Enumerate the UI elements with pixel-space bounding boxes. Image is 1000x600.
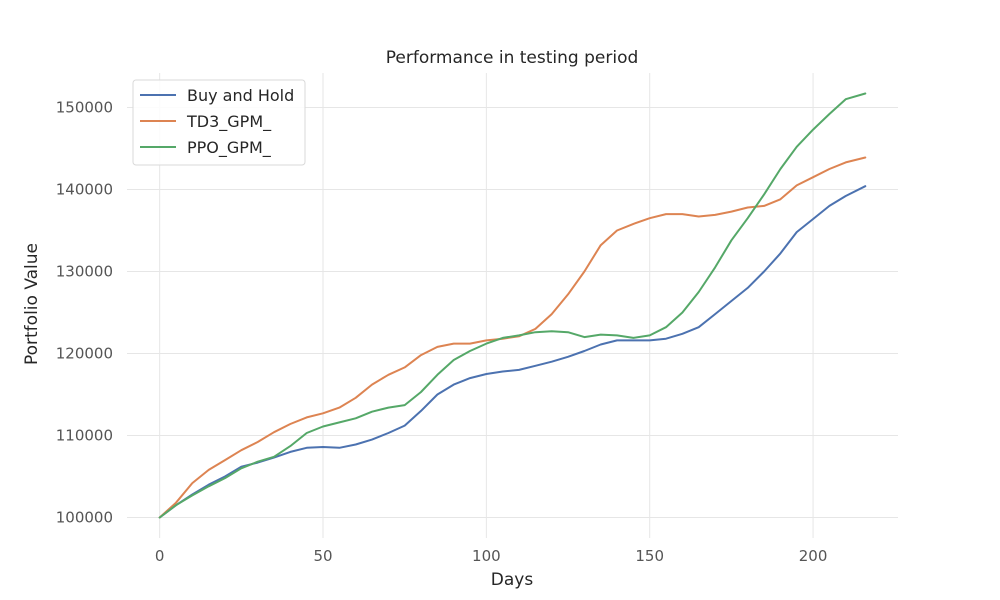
series-line-td3-gpm	[158, 156, 867, 519]
series-line-ppo-gpm	[158, 92, 867, 519]
x-tick-label: 200	[799, 547, 828, 565]
legend-label-td3-gpm: TD3_GPM_	[186, 112, 272, 132]
y-tick-label: 100000	[56, 508, 113, 526]
legend-box	[132, 79, 306, 166]
legend-label-buy-and-hold: Buy and Hold	[187, 86, 294, 105]
x-axis-label: Days	[491, 570, 534, 590]
x-tick-label: 50	[313, 547, 332, 565]
chart-title: Performance in testing period	[386, 48, 639, 68]
x-axis-ticks: 0 50 100 150 200	[155, 547, 827, 565]
y-axis-label: Portfolio Value	[22, 243, 42, 365]
series-lines	[158, 92, 867, 519]
legend: Buy and Hold TD3_GPM_ PPO_GPM_	[132, 79, 306, 166]
y-tick-label: 110000	[56, 426, 113, 444]
legend-label-ppo-gpm: PPO_GPM_	[187, 138, 272, 158]
y-tick-label: 150000	[56, 98, 113, 116]
series-line-buy-and-hold	[158, 185, 867, 519]
y-tick-label: 130000	[56, 262, 113, 280]
y-tick-label: 140000	[56, 180, 113, 198]
y-axis-ticks: 100000 110000 120000 130000 140000 150000	[56, 98, 113, 526]
x-tick-label: 0	[155, 547, 165, 565]
y-tick-label: 120000	[56, 344, 113, 362]
x-tick-label: 150	[635, 547, 664, 565]
x-tick-label: 100	[472, 547, 501, 565]
